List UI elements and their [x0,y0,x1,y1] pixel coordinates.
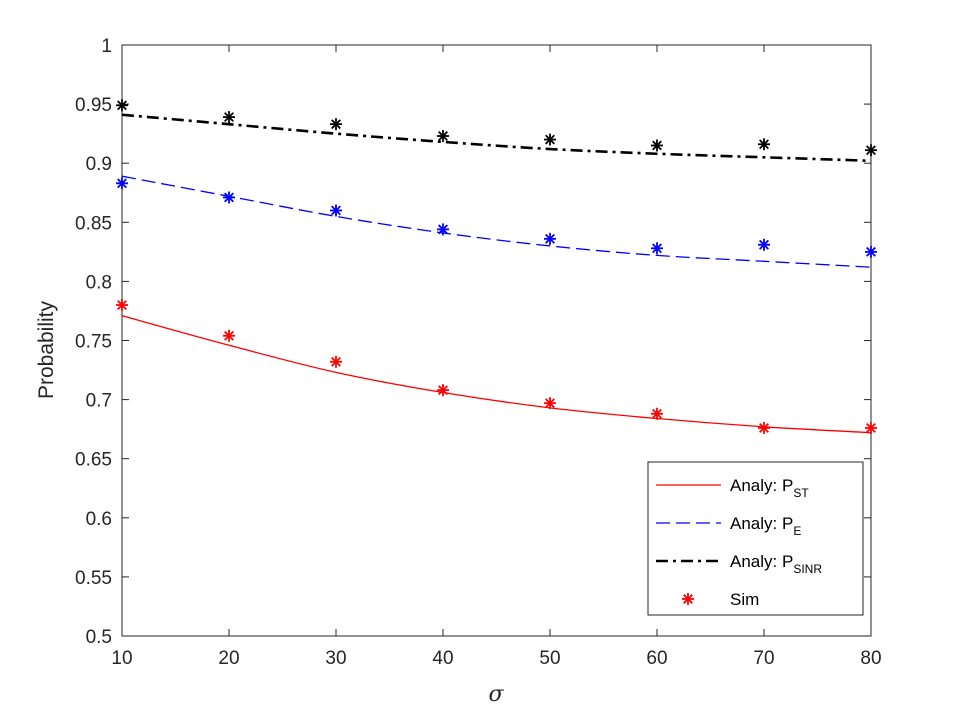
x-tick-label: 40 [432,648,453,669]
x-tick-label: 20 [218,648,239,669]
y-tick-label: 0.65 [75,450,112,471]
y-tick-label: 0.7 [86,391,112,412]
y-axis-title: Probability [35,300,58,399]
sim-marker-e [758,238,770,251]
sim-marker-st [651,407,663,420]
x-tick-label: 30 [325,648,346,669]
y-tick-label: 0.85 [75,213,112,234]
x-tick-label: 80 [860,648,881,669]
legend-label: Analy: PST [730,476,809,500]
series-layer [121,113,872,434]
sim-marker-sinr [651,139,663,152]
legend-sim-marker [682,593,694,605]
sim-marker-e [651,242,663,255]
sim-marker-st [758,421,770,434]
y-tick-label: 0.5 [86,627,112,648]
sim-marker-e [865,245,877,258]
sim-marker-e [223,191,235,204]
sim-marker-sinr [116,99,128,112]
sim-marker-sinr [758,138,770,151]
y-tick-label: 1 [101,36,112,57]
sim-marker-st [865,421,877,434]
legend-label-sim: Sim [730,590,759,609]
x-axis-title: σ [488,682,504,707]
y-tick-label: 0.8 [86,272,112,293]
sim-marker-sinr [437,130,449,143]
legend-label-subscript: E [793,524,801,538]
sim-marker-e [330,204,342,217]
x-axis-ticks: 10 20 30 40 50 60 70 80 [111,45,882,669]
y-tick-label: 0.55 [75,568,112,589]
series-line-sinr [121,113,872,163]
sim-marker-sinr [330,118,342,131]
legend-label-prefix: Analy: P [730,476,793,495]
y-tick-label: 0.9 [86,154,112,175]
sim-marker-st [330,355,342,368]
sim-marker-sinr [865,144,877,157]
sim-marker-e [437,223,449,236]
x-tick-label: 70 [753,648,774,669]
sim-marker-e [544,232,556,245]
sim-marker-st [544,397,556,410]
legend-label: Analy: PSINR [730,552,822,576]
sim-marker-st [223,329,235,342]
sim-marker-sinr [223,111,235,124]
x-tick-label: 50 [539,648,560,669]
sim-marker-st [437,384,449,397]
x-tick-label: 60 [646,648,667,669]
sim-marker-st [116,299,128,312]
x-tick-label: 10 [111,648,132,669]
y-axis-ticks: 0.5 0.55 0.6 0.65 0.7 0.75 0.8 0.85 0.9 0.95 1 [75,36,871,648]
y-tick-label: 0.75 [75,332,112,353]
legend-label-prefix: Analy: P [730,552,793,571]
sim-marker-e [116,177,128,190]
sim-markers [116,99,877,434]
legend-box [647,461,864,616]
sim-marker-sinr [544,133,556,146]
series-line-st [121,315,872,434]
legend-label-prefix: Analy: P [730,514,793,533]
y-tick-label: 0.6 [86,509,112,530]
legend-label-subscript: SINR [793,562,822,576]
legend-label: Analy: PE [730,514,801,538]
series-line-e [121,175,872,268]
legend-label-subscript: ST [793,486,809,500]
y-tick-label: 0.95 [75,95,112,116]
